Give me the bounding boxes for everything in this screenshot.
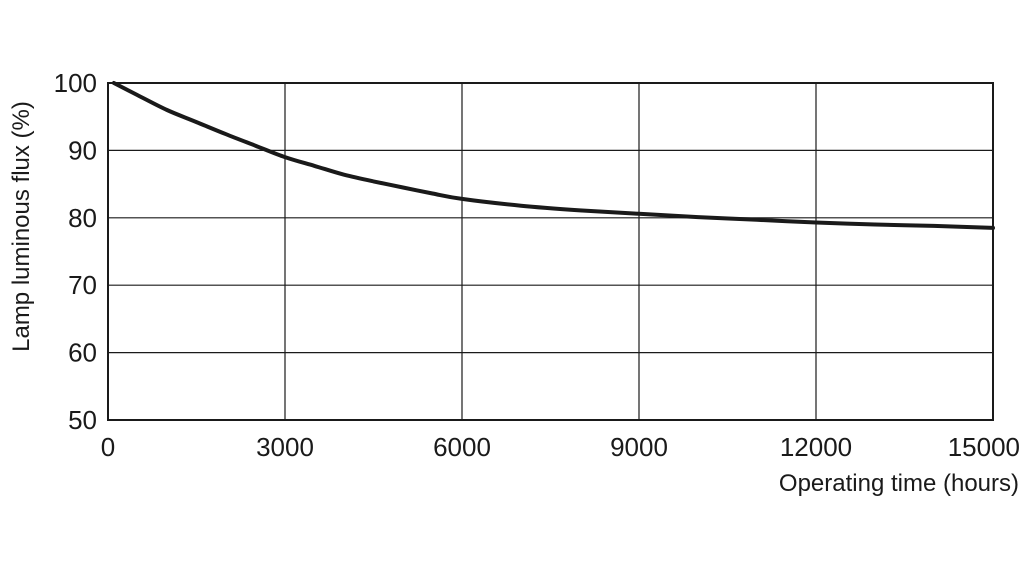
x-tick-label: 3000 <box>256 432 314 462</box>
y-tick-labels: 50 60 70 80 90 100 <box>54 68 97 435</box>
grid-lines <box>108 83 993 420</box>
series-group <box>111 81 995 230</box>
x-tick-label: 9000 <box>610 432 668 462</box>
x-tick-label: 12000 <box>780 432 852 462</box>
flux-curve-line <box>111 81 995 230</box>
x-tick-label: 0 <box>101 432 115 462</box>
y-tick-label: 80 <box>68 203 97 233</box>
x-tick-label: 6000 <box>433 432 491 462</box>
x-axis-title: Operating time (hours) <box>779 470 1019 497</box>
y-tick-label: 70 <box>68 270 97 300</box>
y-tick-label: 100 <box>54 68 97 98</box>
plot-frame <box>107 82 994 421</box>
y-tick-label: 50 <box>68 405 97 435</box>
y-axis-title: Lamp luminous flux (%) <box>8 101 35 352</box>
x-tick-label: 15000 <box>948 432 1020 462</box>
x-tick-labels: 0 3000 6000 9000 12000 15000 <box>101 432 1020 462</box>
y-tick-label: 90 <box>68 135 97 165</box>
y-tick-label: 60 <box>68 338 97 368</box>
